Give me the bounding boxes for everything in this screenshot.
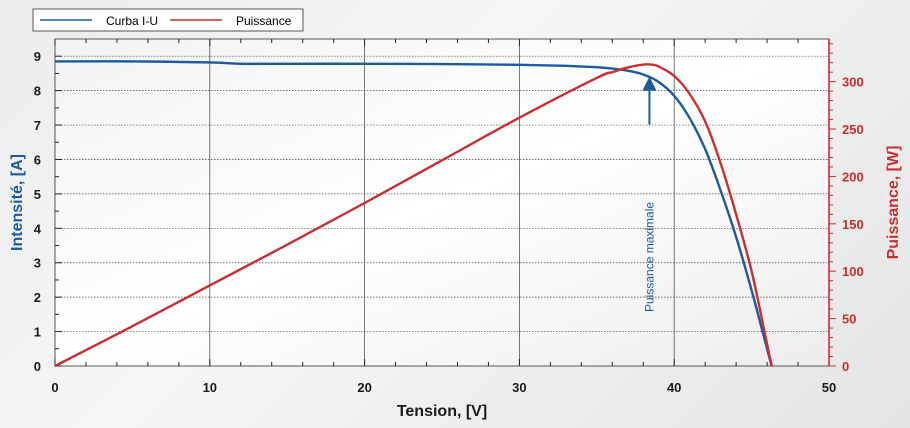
y-left-tick-label: 2: [34, 290, 41, 305]
y-right-tick-label: 50: [842, 312, 856, 327]
y-right-tick-label: 0: [842, 359, 849, 374]
grid: [55, 39, 829, 366]
x-tick-label: 30: [512, 380, 526, 395]
series-layer: [54, 60, 773, 368]
y-left-tick-label: 1: [34, 325, 41, 340]
y-right-tick-label: 250: [842, 122, 864, 137]
y-right-tick-label: 150: [842, 217, 864, 232]
y-axis-right: 0 50 100 150 200 250 300: [828, 39, 864, 374]
x-tick-label: 50: [822, 380, 836, 395]
legend: Curba I-U Puissance: [32, 8, 304, 32]
y-left-tick-label: 0: [34, 359, 41, 374]
series-line-current: [54, 60, 773, 367]
y-right-tick-label: 300: [842, 75, 864, 90]
y-left-tick-label: 7: [34, 118, 41, 133]
y-left-tick-label: 8: [34, 84, 41, 99]
x-axis-title: Tension, [V]: [397, 403, 487, 420]
legend-label-power: Puissance: [236, 14, 292, 28]
x-tick-label: 20: [357, 380, 371, 395]
x-tick-label: 10: [203, 380, 217, 395]
plot-area: [54, 38, 830, 367]
y-right-tick-label: 200: [842, 169, 864, 184]
y-right-tick-label: 100: [842, 264, 864, 279]
annotation-arrow-head: [642, 76, 657, 91]
legend-label-current: Curba I-U: [106, 14, 158, 28]
y-left-tick-label: 3: [34, 256, 41, 271]
y-axis-right-title: Puissance, [W]: [885, 146, 902, 260]
annotation-label: Puissance maximale: [642, 202, 656, 312]
x-tick-label: 0: [51, 380, 58, 395]
x-tick-label: 40: [667, 380, 681, 395]
x-axis: 0 10 20 30 40 50: [51, 39, 836, 395]
y-left-tick-label: 6: [34, 152, 41, 167]
y-axis-left: 0 1 2 3 4 5 6 7 8 9: [34, 49, 62, 374]
legend-box: [32, 8, 304, 32]
y-left-tick-label: 4: [34, 221, 42, 236]
series-line-power: [54, 63, 773, 368]
annotation-layer: Puissance maximale: [642, 76, 657, 312]
y-left-tick-label: 9: [34, 49, 41, 64]
y-left-tick-label: 5: [34, 187, 41, 202]
y-axis-left-title: Intensité, [A]: [9, 154, 26, 251]
